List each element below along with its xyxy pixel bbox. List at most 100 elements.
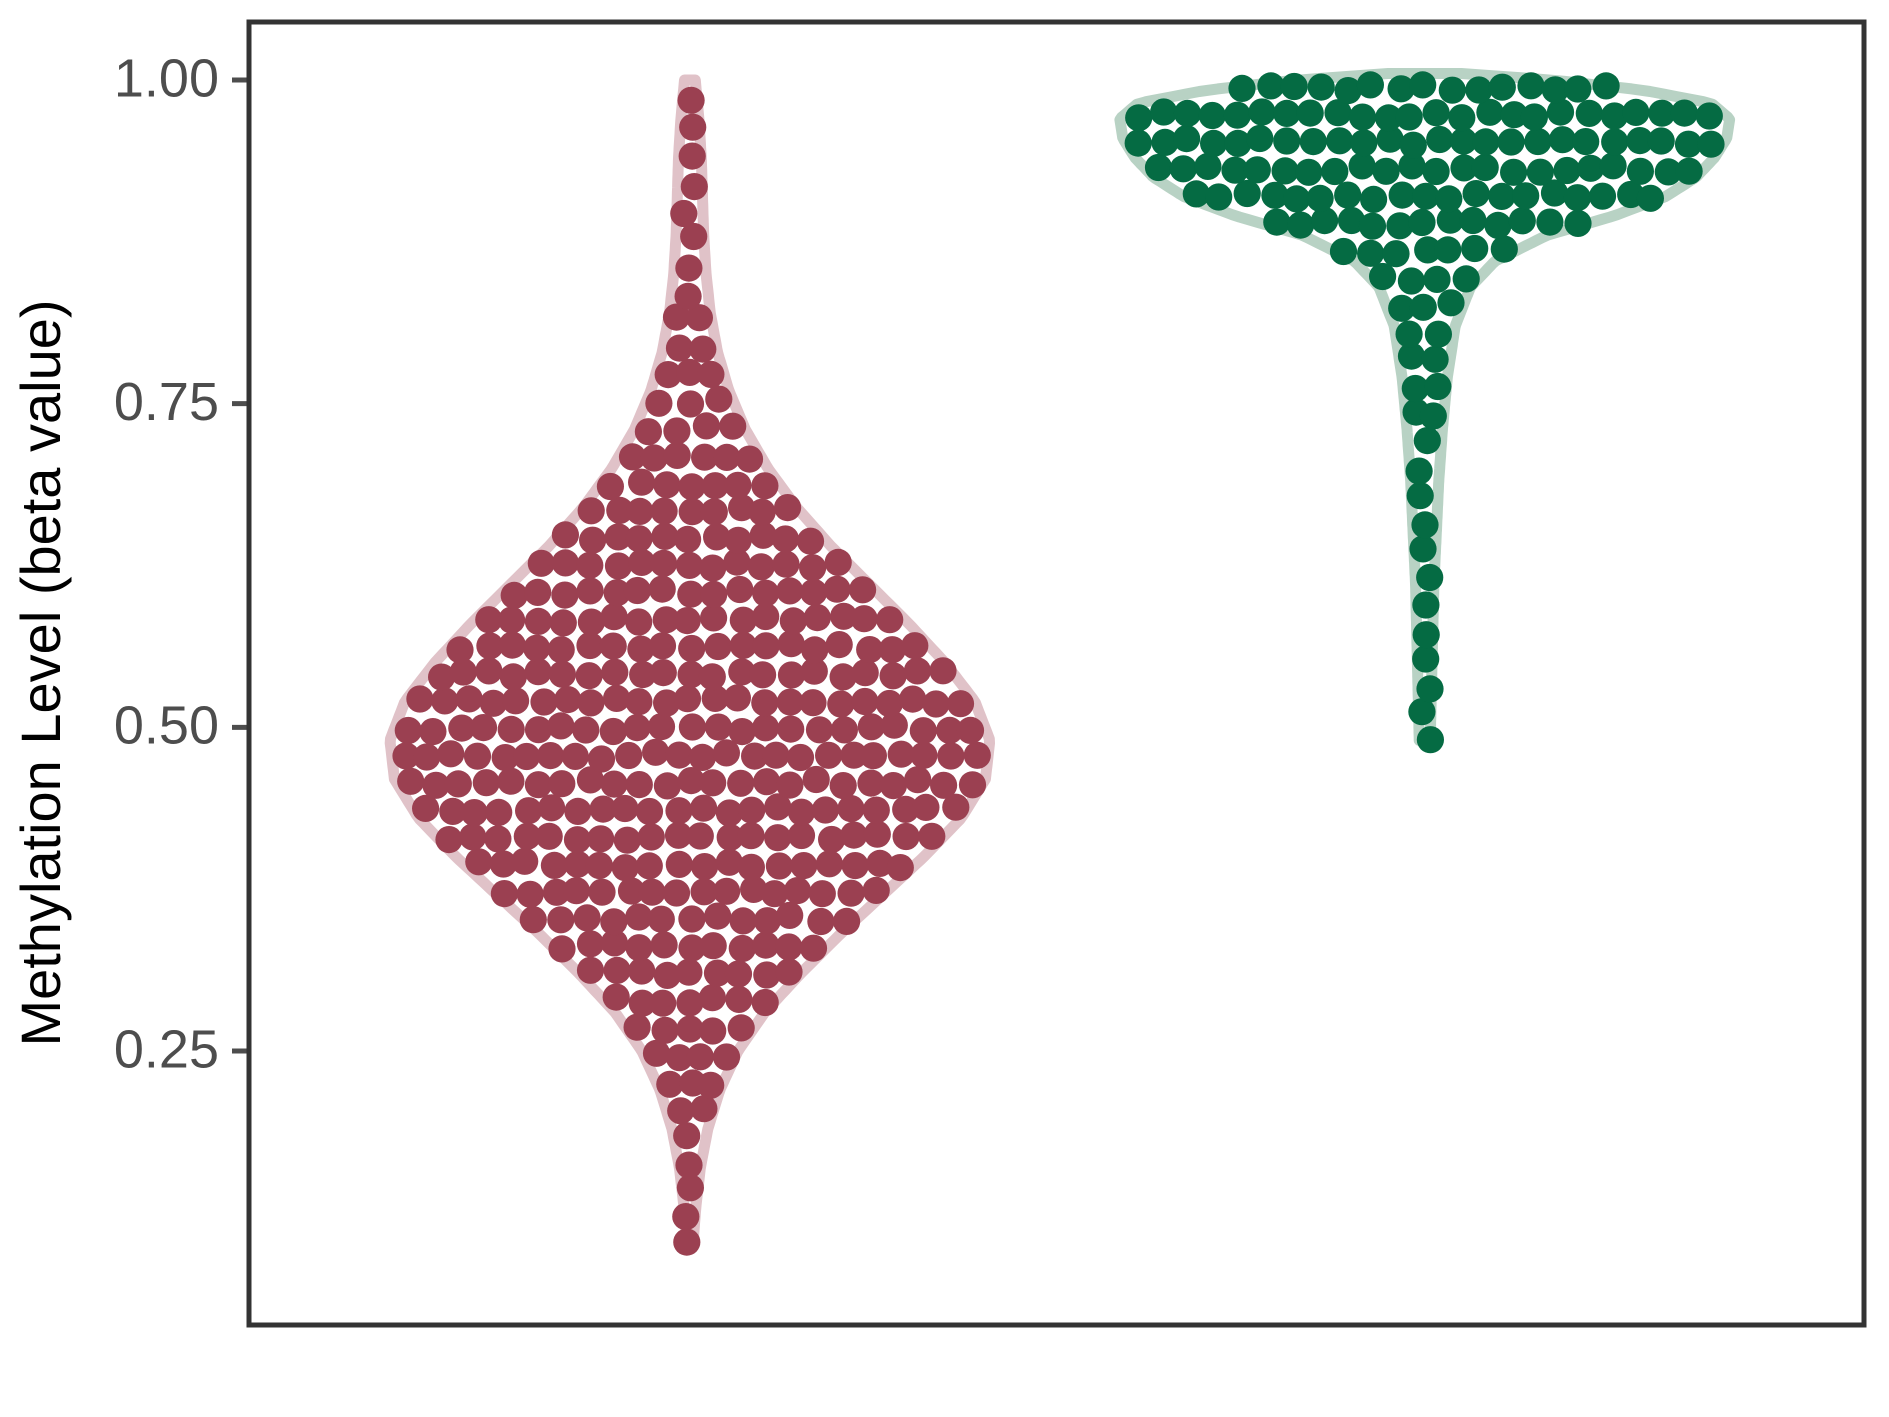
data-point xyxy=(1233,179,1261,208)
data-point xyxy=(801,636,829,664)
data-point xyxy=(647,905,675,933)
data-point xyxy=(690,1095,718,1123)
data-point xyxy=(490,880,518,908)
data-point xyxy=(650,549,678,577)
data-point xyxy=(587,825,615,853)
data-point xyxy=(1224,129,1252,157)
data-point xyxy=(601,658,629,686)
data-point xyxy=(1348,103,1377,131)
data-point xyxy=(1173,125,1201,153)
data-point xyxy=(413,743,441,771)
data-point xyxy=(1412,182,1440,210)
data-point xyxy=(576,956,605,984)
data-point xyxy=(604,523,632,551)
data-point xyxy=(1356,71,1384,99)
data-point xyxy=(662,879,691,907)
data-point xyxy=(651,1016,679,1044)
data-point xyxy=(715,848,743,876)
data-point xyxy=(772,550,800,578)
data-point xyxy=(1334,181,1362,209)
data-point xyxy=(753,768,781,796)
data-point xyxy=(1488,73,1516,101)
data-point xyxy=(469,714,498,742)
data-point xyxy=(1334,77,1362,105)
data-point xyxy=(776,577,804,605)
data-point xyxy=(808,880,836,908)
data-point xyxy=(677,86,705,114)
data-point xyxy=(615,741,643,770)
data-point xyxy=(524,771,553,799)
data-point xyxy=(625,688,653,716)
data-point xyxy=(678,473,706,501)
data-point xyxy=(700,604,728,632)
data-point xyxy=(596,472,625,501)
data-point xyxy=(958,771,987,799)
data-point xyxy=(752,632,780,660)
data-point xyxy=(561,742,589,771)
data-point xyxy=(1405,457,1433,485)
data-point xyxy=(1563,184,1591,212)
data-point xyxy=(599,717,627,746)
data-point xyxy=(840,821,868,849)
data-point xyxy=(818,825,846,854)
data-point xyxy=(1564,75,1592,103)
data-point xyxy=(1520,103,1548,131)
data-point xyxy=(1422,157,1450,186)
data-point xyxy=(802,765,830,794)
data-point xyxy=(645,389,673,417)
data-point xyxy=(562,877,591,905)
data-point xyxy=(628,989,656,1017)
data-point xyxy=(1397,267,1425,295)
data-point xyxy=(1306,184,1334,212)
data-point xyxy=(713,877,741,905)
data-point xyxy=(1348,152,1376,180)
data-point xyxy=(779,607,807,635)
data-point xyxy=(406,685,434,713)
data-point xyxy=(1144,153,1173,182)
data-point xyxy=(1648,99,1676,127)
data-point xyxy=(637,823,665,851)
data-point xyxy=(625,903,653,931)
data-point xyxy=(686,822,714,850)
data-point xyxy=(1399,131,1427,159)
data-point xyxy=(1124,129,1152,157)
data-point xyxy=(548,935,576,963)
data-point xyxy=(1422,99,1450,127)
data-point xyxy=(524,607,553,636)
data-point xyxy=(463,742,492,770)
data-point xyxy=(1299,128,1327,156)
data-point xyxy=(623,1013,651,1041)
data-point xyxy=(625,771,653,799)
data-point xyxy=(856,636,884,664)
data-point xyxy=(664,821,693,849)
data-point xyxy=(497,767,525,795)
data-point xyxy=(878,636,906,664)
data-point xyxy=(419,718,447,746)
data-point xyxy=(547,636,575,664)
data-point xyxy=(1406,482,1434,510)
data-point xyxy=(825,631,853,659)
data-point xyxy=(764,793,792,821)
data-point xyxy=(675,254,703,282)
data-point xyxy=(648,632,677,660)
data-point xyxy=(737,853,766,881)
data-point xyxy=(922,690,950,718)
data-point xyxy=(690,878,718,906)
data-point xyxy=(1600,102,1629,130)
data-point xyxy=(790,852,818,880)
data-point xyxy=(1263,208,1291,236)
data-point xyxy=(1307,73,1335,101)
data-point xyxy=(803,604,831,632)
data-point xyxy=(1438,76,1466,104)
data-point xyxy=(701,472,729,500)
data-point xyxy=(936,716,964,745)
data-point xyxy=(1411,511,1439,539)
data-point xyxy=(513,742,541,771)
data-point xyxy=(946,690,975,718)
data-point xyxy=(1375,104,1403,132)
data-point xyxy=(603,579,631,607)
data-point xyxy=(564,797,592,826)
data-point xyxy=(572,716,600,744)
data-point xyxy=(800,578,828,606)
data-point xyxy=(677,767,705,795)
